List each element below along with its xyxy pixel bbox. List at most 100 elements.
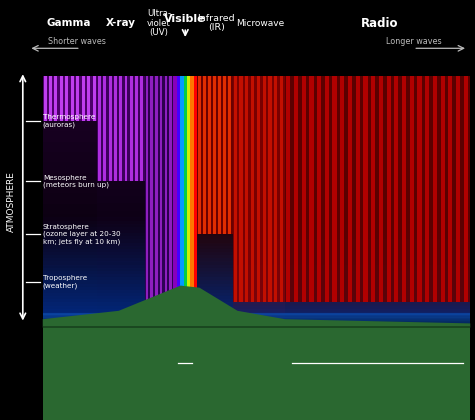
Bar [43, 79, 470, 82]
Bar [43, 318, 470, 319]
Bar [233, 323, 285, 324]
Bar [43, 110, 470, 113]
Bar [233, 324, 285, 325]
Text: Visible: Visible [164, 14, 206, 24]
Bar [263, 76, 266, 302]
Bar [43, 183, 97, 193]
Bar [145, 318, 173, 319]
Bar [43, 135, 470, 139]
Bar [43, 92, 470, 94]
Bar [197, 253, 233, 257]
Bar [160, 76, 162, 302]
Bar [43, 107, 470, 110]
Bar [43, 94, 470, 98]
Bar [233, 315, 285, 316]
Bar [43, 299, 470, 302]
Bar [43, 142, 470, 145]
Bar [43, 152, 97, 162]
Bar [387, 76, 391, 302]
Bar [43, 261, 470, 265]
Bar [145, 306, 173, 307]
Bar [43, 82, 470, 85]
Bar [203, 76, 206, 234]
Bar [177, 76, 180, 328]
Bar [97, 284, 145, 291]
Bar [97, 298, 145, 306]
Bar [43, 319, 470, 320]
Bar [43, 321, 470, 322]
Bar [285, 310, 470, 311]
Bar [233, 326, 285, 328]
Bar [135, 76, 138, 181]
Bar [145, 314, 173, 315]
Bar [233, 309, 285, 310]
Bar [97, 276, 145, 284]
Bar [285, 323, 470, 324]
Bar [356, 76, 360, 302]
Bar [285, 326, 470, 328]
Bar [464, 76, 468, 302]
Bar [285, 311, 470, 312]
Bar [43, 317, 470, 318]
Bar [43, 131, 97, 142]
Bar [197, 276, 233, 281]
Bar [448, 76, 453, 302]
Bar [145, 325, 173, 326]
Text: Longer waves: Longer waves [386, 37, 442, 46]
Bar [43, 192, 470, 195]
Bar [43, 164, 470, 167]
Bar [43, 326, 470, 327]
Bar [213, 76, 216, 234]
Bar [43, 162, 97, 173]
Bar [43, 327, 470, 328]
Bar [43, 101, 470, 104]
Bar [169, 76, 172, 302]
Bar [76, 76, 79, 121]
Bar [233, 320, 285, 321]
Bar [43, 268, 470, 271]
Bar [43, 214, 97, 224]
Bar [371, 76, 375, 302]
Bar [97, 233, 145, 240]
Bar [43, 296, 470, 299]
Text: Thermosphere
(auroras): Thermosphere (auroras) [43, 114, 95, 128]
Bar [145, 76, 173, 302]
Bar [43, 142, 97, 152]
Bar [98, 76, 101, 181]
Bar [66, 76, 68, 121]
Bar [280, 76, 283, 302]
Bar [197, 239, 233, 244]
Bar [302, 76, 306, 302]
Bar [43, 113, 470, 116]
Bar [43, 155, 470, 158]
Text: Stratosphere
(ozone layer at 20-30
km; jets fly at 10 km): Stratosphere (ozone layer at 20-30 km; j… [43, 224, 120, 245]
Bar [43, 151, 470, 155]
Bar [43, 255, 97, 265]
Bar [245, 76, 248, 302]
Bar [197, 267, 233, 272]
Bar [43, 249, 470, 252]
Bar [43, 236, 470, 239]
Bar [197, 248, 233, 253]
Bar [285, 307, 470, 309]
Bar [187, 76, 190, 328]
Bar [233, 314, 285, 315]
Bar [43, 233, 470, 236]
Bar [145, 302, 173, 304]
Bar [402, 76, 406, 302]
Bar [43, 88, 470, 92]
Text: X-ray: X-ray [105, 18, 136, 28]
Bar [218, 76, 221, 234]
Bar [43, 318, 470, 319]
Bar [286, 76, 290, 302]
Text: Mesosphere
(meteors burn up): Mesosphere (meteors burn up) [43, 175, 109, 188]
Bar [425, 76, 429, 302]
Bar [285, 324, 470, 325]
Bar [43, 161, 470, 164]
Bar [43, 186, 470, 189]
Bar [180, 76, 183, 328]
Bar [145, 304, 173, 305]
Text: ATMOSPHERE: ATMOSPHERE [7, 171, 15, 232]
Bar [43, 316, 470, 317]
Bar [285, 316, 470, 318]
